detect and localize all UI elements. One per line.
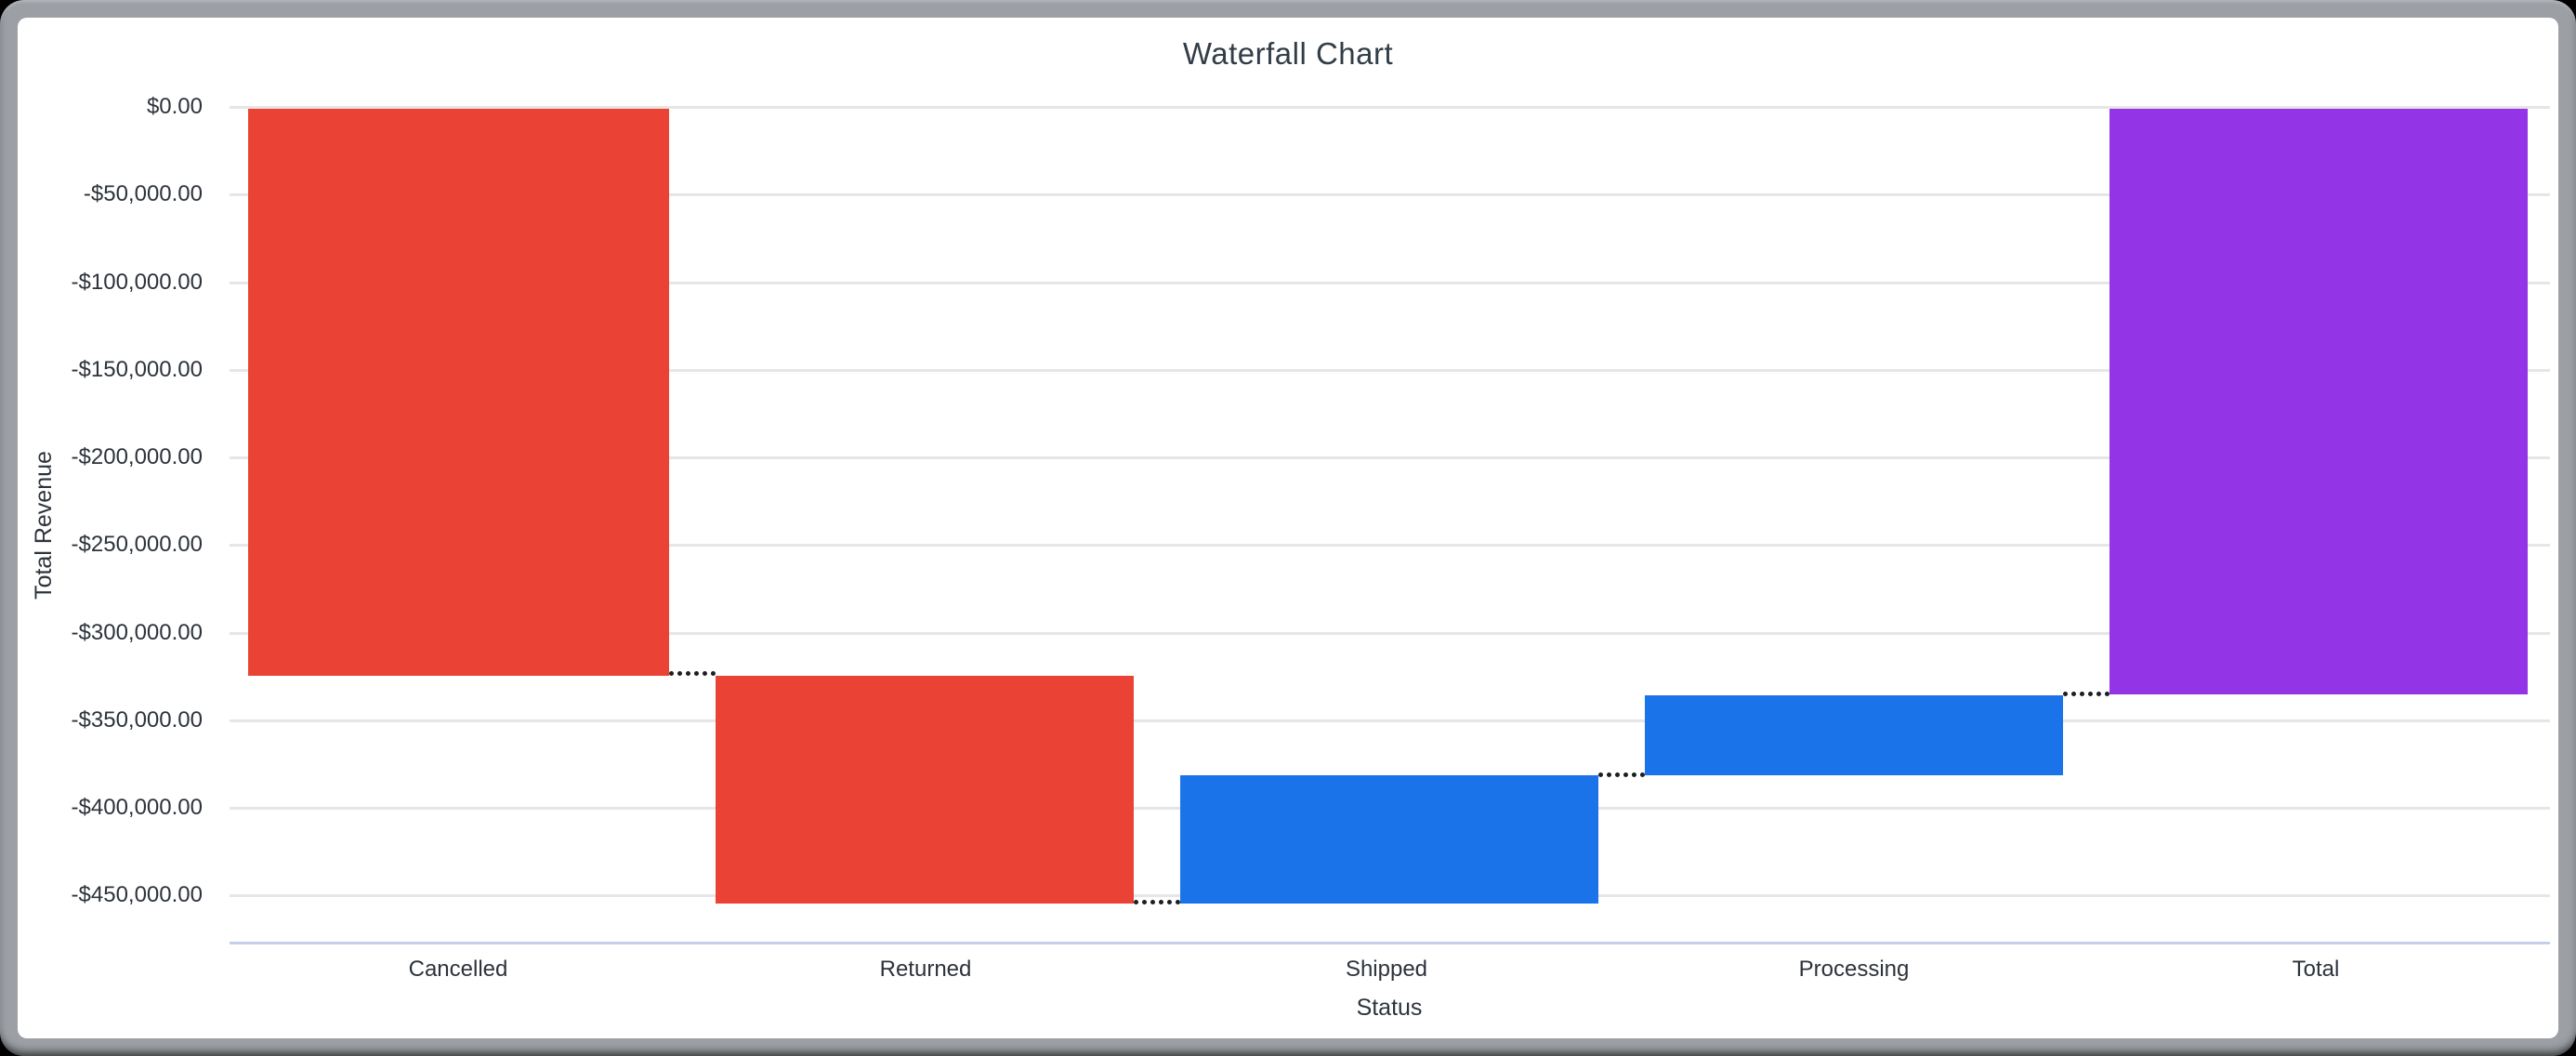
- y-tick-label: -$200,000.00: [71, 444, 203, 469]
- x-tick-label: Total: [2292, 957, 2340, 982]
- gridline: [230, 282, 2550, 284]
- y-tick-label: -$400,000.00: [71, 795, 203, 820]
- y-tick-label: -$150,000.00: [71, 357, 203, 382]
- y-axis-title: Total Revenue: [31, 451, 57, 600]
- waterfall-connector: [1598, 772, 1645, 777]
- x-tick-label: Shipped: [1345, 957, 1428, 982]
- bar-shipped[interactable]: [1180, 775, 1598, 904]
- chart-canvas: Waterfall Chart $0.00 -$50,000.00 -$100,…: [18, 18, 2558, 1038]
- y-tick-label: $0.00: [146, 94, 203, 119]
- gridline: [230, 106, 2550, 109]
- y-tick-label: -$50,000.00: [83, 181, 203, 206]
- gridline: [230, 632, 2550, 635]
- gridline: [230, 369, 2550, 372]
- gridline: [230, 193, 2550, 196]
- gridline: [230, 544, 2550, 547]
- x-tick-label: Cancelled: [408, 957, 508, 982]
- bar-processing[interactable]: [1645, 695, 2063, 775]
- y-tick-label: -$450,000.00: [71, 882, 203, 907]
- bar-returned[interactable]: [716, 676, 1134, 904]
- waterfall-connector: [669, 671, 716, 676]
- x-axis-baseline: [230, 942, 2550, 944]
- bar-cancelled[interactable]: [248, 109, 669, 676]
- y-tick-label: -$100,000.00: [71, 270, 203, 295]
- bar-total[interactable]: [2109, 109, 2528, 694]
- gridline: [230, 719, 2550, 722]
- x-tick-label: Processing: [1798, 957, 1910, 982]
- waterfall-connector: [1134, 900, 1180, 904]
- chart-title: Waterfall Chart: [1182, 36, 1394, 71]
- y-tick-label: -$250,000.00: [71, 532, 203, 557]
- y-tick-label: -$350,000.00: [71, 707, 203, 733]
- waterfall-connector: [2063, 692, 2109, 696]
- x-tick-label: Returned: [879, 957, 972, 982]
- y-tick-label: -$300,000.00: [71, 620, 203, 645]
- x-axis-title: Status: [1356, 995, 1423, 1021]
- gridline: [230, 456, 2550, 459]
